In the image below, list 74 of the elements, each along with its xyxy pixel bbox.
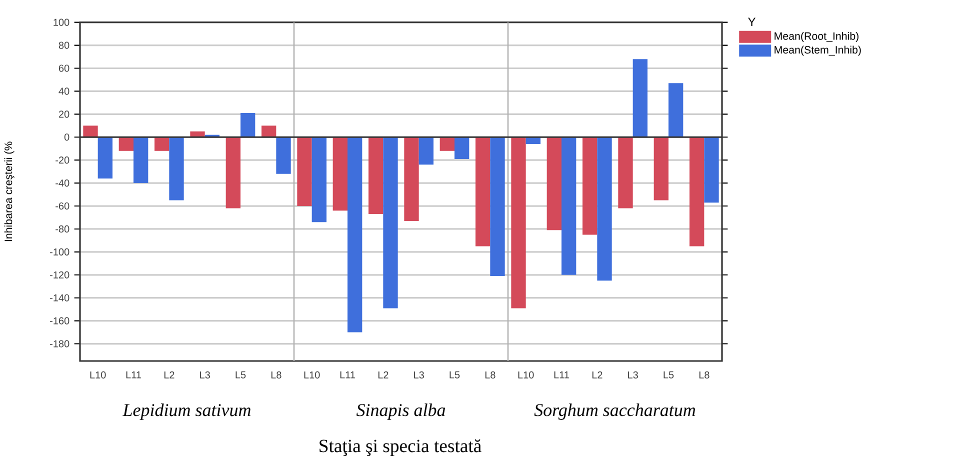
bar [368,137,384,214]
x-axis-title: Staţia şi specia testată [320,439,482,456]
y-tick-label: 60 [58,64,70,72]
bar [169,137,184,200]
x-tick-label: L11 [340,371,355,378]
y-tick-label: 40 [58,88,70,95]
y-tick-label: -60 [56,202,70,210]
legend-label: Mean(Root_Inhib) [774,32,858,42]
bar [597,137,612,281]
bar [226,137,241,208]
bar [418,137,434,165]
x-tick-label: L8 [699,371,710,378]
x-tick-label: L2 [592,371,602,378]
y-tick-label: -140 [50,294,70,302]
bar [83,126,98,138]
text: Lepidium sativum [122,404,251,420]
x-tick-label: L10 [304,371,320,378]
bar [632,59,648,138]
y-tick-label: 100 [54,18,70,26]
x-tick-label: L3 [414,371,424,378]
text: Sinapis alba [356,404,446,420]
x-tick-label: L2 [164,371,174,378]
y-tick-label: -40 [56,180,70,187]
y-tick-label: 80 [58,42,70,49]
x-tick-label: L5 [450,371,460,378]
bar [348,137,362,332]
x-tick-label: L5 [236,371,246,378]
x-tick-label: L11 [554,371,569,378]
bar [154,137,170,151]
bar [134,137,148,184]
x-tick-label: L11 [126,371,141,378]
y-tick-label: -20 [56,156,70,164]
x-tick-label: L10 [90,371,106,378]
y-tick-label: -180 [50,340,70,348]
bar [546,137,562,230]
x-tick-label: L8 [485,371,496,378]
x-tick-label: L8 [271,371,282,378]
y-tick-label: -160 [50,317,70,324]
y-axis-title: Inhibarea creşterii (% [4,142,14,242]
bar [690,137,704,246]
x-tick-label: L10 [518,371,534,378]
bar [654,137,668,200]
bar [562,137,576,275]
bar [240,113,256,138]
bar [476,137,490,246]
bar [332,137,348,211]
y-tick-label: -120 [50,271,70,278]
y-tick-label: 0 [64,134,70,141]
bar [383,137,398,308]
bar [297,137,312,206]
x-tick-label: L3 [628,371,638,378]
bar [404,137,419,221]
x-tick-label: L5 [664,371,674,378]
y-tick-label: -100 [50,248,70,256]
bar [511,137,526,308]
bar [668,83,684,138]
bar [618,137,633,208]
x-tick-label: L2 [378,371,388,378]
bar [276,137,291,174]
bar [118,137,134,151]
bar [262,126,276,138]
y-tick-label: -80 [56,225,70,233]
bar [490,137,505,276]
legend-label: Mean(Stem_Inhib) [774,46,861,56]
x-tick-label: L3 [200,371,210,378]
bar [582,137,598,235]
bar [440,137,454,151]
legend-title: Y [748,18,756,26]
bar [454,137,470,159]
bar [98,137,112,178]
text: Sorghum saccharatum [534,404,696,420]
bar [312,137,326,222]
y-tick-label: 20 [58,110,70,118]
bar [704,137,719,203]
